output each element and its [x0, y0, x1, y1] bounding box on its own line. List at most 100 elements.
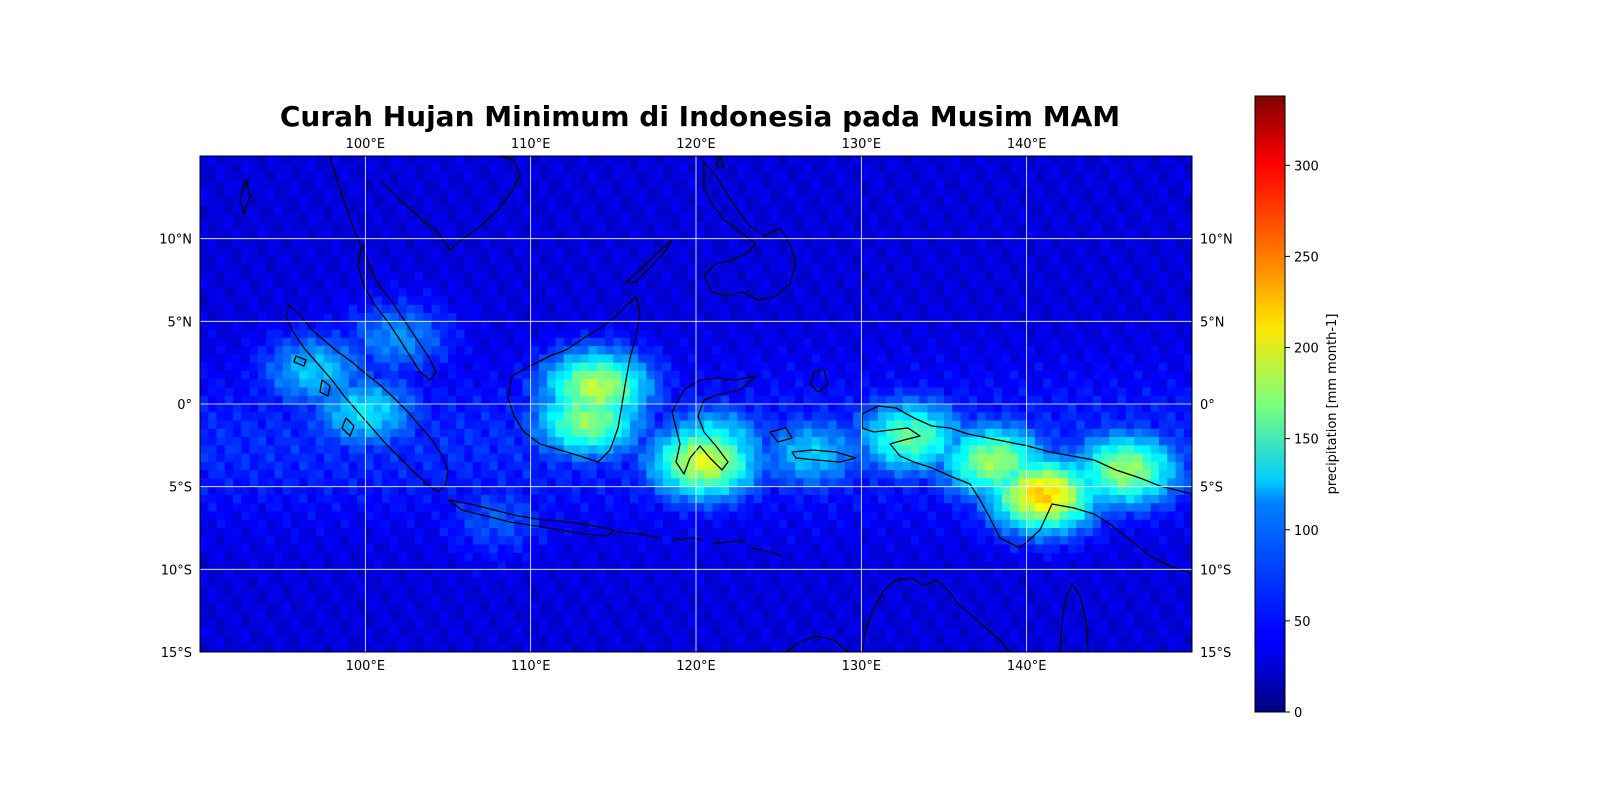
precipitation-cell [472, 280, 482, 289]
precipitation-cell [968, 280, 978, 289]
precipitation-cell [233, 428, 242, 438]
precipitation-cell [472, 288, 482, 298]
precipitation-cell [894, 197, 904, 207]
precipitation-cell [489, 420, 499, 430]
precipitation-cell [224, 205, 234, 215]
precipitation-cell [1117, 205, 1127, 215]
precipitation-cell [712, 354, 722, 364]
precipitation-cell [778, 346, 788, 355]
precipitation-cell [679, 164, 689, 174]
precipitation-cell [373, 437, 383, 446]
precipitation-cell [1150, 205, 1160, 215]
precipitation-cell [1175, 271, 1185, 281]
precipitation-cell [786, 164, 796, 174]
precipitation-cell [1076, 486, 1086, 496]
precipitation-cell [555, 288, 565, 298]
precipitation-cell [266, 470, 275, 479]
precipitation-cell [778, 321, 788, 331]
precipitation-cell [621, 197, 631, 207]
precipitation-cell [1150, 189, 1160, 198]
precipitation-cell [505, 213, 515, 223]
precipitation-cell [332, 470, 342, 479]
precipitation-cell [472, 478, 482, 488]
precipitation-cell [241, 395, 251, 405]
precipitation-cell [820, 437, 829, 446]
precipitation-cell [621, 164, 631, 174]
precipitation-cell [563, 346, 573, 355]
precipitation-cell [795, 461, 805, 471]
precipitation-cell [910, 329, 920, 339]
precipitation-cell [1051, 156, 1061, 165]
precipitation-cell [621, 321, 631, 331]
precipitation-cell [1109, 255, 1119, 265]
precipitation-cell [935, 255, 945, 265]
precipitation-cell [910, 172, 920, 182]
precipitation-cell [555, 255, 565, 265]
precipitation-cell [902, 379, 912, 389]
precipitation-cell [464, 255, 474, 265]
precipitation-cell [505, 263, 515, 273]
precipitation-cell [696, 230, 705, 240]
precipitation-cell [1026, 453, 1036, 463]
precipitation-cell [1101, 213, 1110, 223]
precipitation-cell [786, 222, 796, 231]
precipitation-cell [1026, 395, 1036, 405]
precipitation-cell [613, 445, 623, 455]
precipitation-cell [431, 304, 441, 314]
precipitation-cell [332, 197, 342, 207]
precipitation-cell [795, 230, 805, 240]
precipitation-cell [977, 288, 986, 298]
precipitation-cell [836, 437, 846, 446]
precipitation-cell [662, 304, 672, 314]
precipitation-cell [696, 362, 705, 372]
precipitation-cell [662, 329, 672, 339]
precipitation-cell [1018, 395, 1028, 405]
precipitation-cell [944, 288, 953, 298]
precipitation-cell [1142, 453, 1152, 463]
precipitation-cell [481, 213, 490, 223]
precipitation-cell [1059, 412, 1069, 422]
precipitation-cell [638, 172, 647, 182]
precipitation-cell [406, 296, 416, 306]
precipitation-cell [977, 280, 986, 289]
precipitation-cell [431, 379, 441, 389]
precipitation-cell [1183, 180, 1192, 190]
precipitation-cell [481, 404, 490, 413]
precipitation-cell [770, 321, 780, 331]
precipitation-cell [844, 205, 854, 215]
precipitation-cell [1026, 437, 1036, 446]
precipitation-cell [580, 404, 590, 413]
precipitation-cell [729, 404, 738, 413]
precipitation-cell [762, 329, 771, 339]
precipitation-cell [638, 296, 647, 306]
precipitation-cell [803, 280, 813, 289]
precipitation-cell [1084, 337, 1094, 347]
precipitation-cell [200, 486, 209, 496]
precipitation-cell [613, 362, 623, 372]
precipitation-cell [348, 412, 358, 422]
precipitation-cell [580, 172, 590, 182]
precipitation-cell [249, 304, 259, 314]
precipitation-cell [1051, 205, 1061, 215]
precipitation-cell [613, 370, 623, 380]
precipitation-cell [472, 246, 482, 256]
precipitation-cell [1001, 288, 1011, 298]
precipitation-cell [861, 329, 871, 339]
precipitation-cell [315, 222, 325, 231]
precipitation-cell [927, 453, 937, 463]
precipitation-cell [530, 470, 540, 479]
precipitation-cell [621, 280, 631, 289]
precipitation-cell [241, 280, 251, 289]
precipitation-cell [869, 271, 879, 281]
map-panel [200, 156, 1192, 652]
precipitation-cell [357, 494, 366, 504]
precipitation-cell [423, 486, 433, 496]
precipitation-cell [927, 213, 937, 223]
precipitation-cell [1043, 470, 1053, 479]
precipitation-cell [646, 238, 656, 248]
precipitation-cell [274, 197, 284, 207]
precipitation-cell [1109, 205, 1119, 215]
precipitation-cell [629, 246, 639, 256]
precipitation-cell [266, 222, 275, 231]
precipitation-cell [1117, 230, 1127, 240]
